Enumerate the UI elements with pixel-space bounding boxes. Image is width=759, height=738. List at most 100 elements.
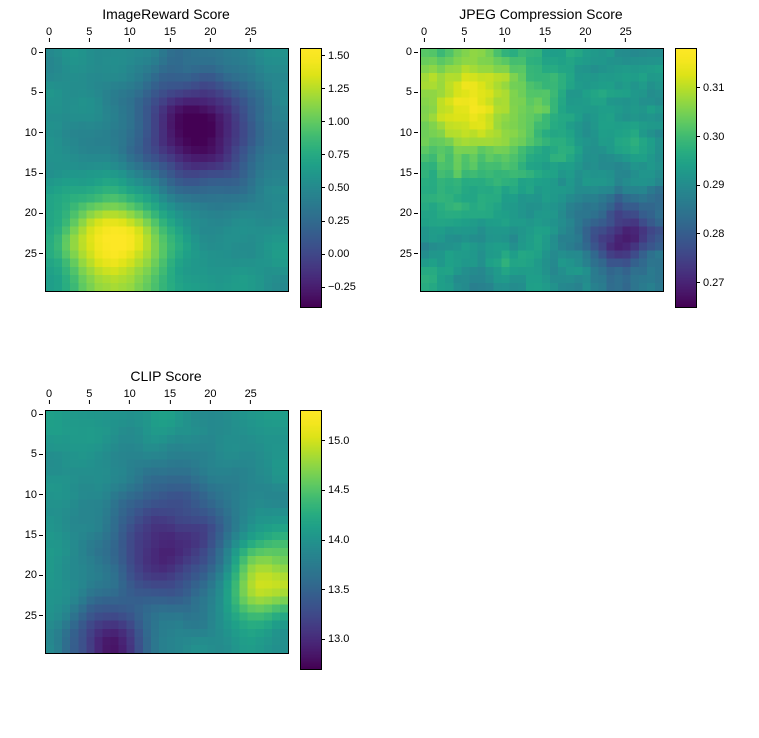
tick-mark <box>39 575 43 576</box>
tick-label: 20 <box>204 388 216 400</box>
tick-label: 1.25 <box>328 83 349 95</box>
tick-label: 13.0 <box>328 633 349 645</box>
tick-label: 0.25 <box>328 215 349 227</box>
tick-mark <box>321 589 325 590</box>
tick-mark <box>39 454 43 455</box>
tick-mark <box>414 173 418 174</box>
tick-mark <box>321 187 325 188</box>
tick-label: 25 <box>25 248 37 260</box>
tick-label: 0.28 <box>703 228 724 240</box>
tick-mark <box>321 490 325 491</box>
tick-mark <box>504 38 505 42</box>
imagereward-xticks: 0 5 10 15 20 25 <box>45 24 287 46</box>
tick-mark <box>696 136 700 137</box>
tick-label: 15.0 <box>328 435 349 447</box>
tick-mark <box>250 400 251 404</box>
tick-mark <box>39 213 43 214</box>
tick-label: 25 <box>245 26 257 38</box>
tick-label: 25 <box>245 388 257 400</box>
tick-mark <box>39 535 43 536</box>
tick-mark <box>321 154 325 155</box>
tick-label: 0.50 <box>328 182 349 194</box>
clip-xticks: 0510152025 <box>45 386 287 408</box>
tick-mark <box>39 52 43 53</box>
jpeg-colorbar: 0.270.280.290.300.31 <box>675 48 697 308</box>
tick-label: 20 <box>204 26 216 38</box>
tick-mark <box>696 233 700 234</box>
tick-label: 20 <box>25 207 37 219</box>
tick-label: 5 <box>31 448 37 460</box>
tick-mark <box>414 132 418 133</box>
tick-label: 0.00 <box>328 248 349 260</box>
tick-mark <box>696 87 700 88</box>
tick-mark <box>39 132 43 133</box>
tick-mark <box>210 400 211 404</box>
tick-label: 10 <box>124 26 136 38</box>
tick-mark <box>321 540 325 541</box>
tick-label: 15 <box>400 167 412 179</box>
tick-label: 0.31 <box>703 82 724 94</box>
tick-mark <box>129 38 130 42</box>
tick-mark <box>89 38 90 42</box>
tick-mark <box>414 92 418 93</box>
tick-mark <box>170 400 171 404</box>
tick-label: 13.5 <box>328 584 349 596</box>
tick-label: 10 <box>124 388 136 400</box>
tick-mark <box>696 282 700 283</box>
tick-mark <box>250 38 251 42</box>
tick-label: 1.00 <box>328 116 349 128</box>
tick-mark <box>39 253 43 254</box>
figure: ImageReward Score 0 5 10 15 20 25 0 5 10 15 20 25 −0.… <box>0 0 759 738</box>
tick-label: 15 <box>539 26 551 38</box>
tick-mark <box>414 52 418 53</box>
tick-mark <box>49 38 50 42</box>
imagereward-yticks: 0510152025 <box>10 48 43 290</box>
tick-mark <box>39 173 43 174</box>
tick-label: 0.75 <box>328 149 349 161</box>
tick-label: 15 <box>164 388 176 400</box>
tick-label: 1.50 <box>328 50 349 62</box>
tick-label: 5 <box>31 86 37 98</box>
tick-label: 10 <box>25 127 37 139</box>
tick-label: 14.0 <box>328 534 349 546</box>
tick-mark <box>321 440 325 441</box>
tick-label: 20 <box>25 569 37 581</box>
imagereward-colorbar: −0.250.000.250.500.751.001.251.50 <box>300 48 322 308</box>
tick-mark <box>625 38 626 42</box>
tick-mark <box>321 254 325 255</box>
tick-mark <box>321 88 325 89</box>
tick-mark <box>321 287 325 288</box>
jpeg-title: JPEG Compression Score <box>420 6 662 22</box>
tick-mark <box>545 38 546 42</box>
tick-mark <box>464 38 465 42</box>
clip-title: CLIP Score <box>45 368 287 384</box>
tick-mark <box>585 38 586 42</box>
tick-label: 0 <box>406 46 412 58</box>
tick-mark <box>89 400 90 404</box>
tick-mark <box>39 615 43 616</box>
tick-label: 0.29 <box>703 179 724 191</box>
tick-mark <box>321 55 325 56</box>
clip-heatmap <box>45 410 289 654</box>
tick-mark <box>49 400 50 404</box>
jpeg-xticks: 0510152025 <box>420 24 662 46</box>
tick-label: 0 <box>31 408 37 420</box>
tick-label: 25 <box>620 26 632 38</box>
tick-label: 20 <box>579 26 591 38</box>
tick-label: 14.5 <box>328 484 349 496</box>
tick-label: 15 <box>164 26 176 38</box>
tick-mark <box>321 221 325 222</box>
tick-mark <box>39 494 43 495</box>
tick-label: 5 <box>86 26 92 38</box>
tick-label: 5 <box>406 86 412 98</box>
tick-label: 15 <box>25 167 37 179</box>
tick-label: 15 <box>25 529 37 541</box>
tick-label: 10 <box>25 489 37 501</box>
tick-mark <box>414 213 418 214</box>
tick-mark <box>39 414 43 415</box>
imagereward-title: ImageReward Score <box>45 6 287 22</box>
tick-mark <box>696 185 700 186</box>
tick-label: 0 <box>46 26 52 38</box>
tick-mark <box>321 121 325 122</box>
tick-mark <box>321 639 325 640</box>
